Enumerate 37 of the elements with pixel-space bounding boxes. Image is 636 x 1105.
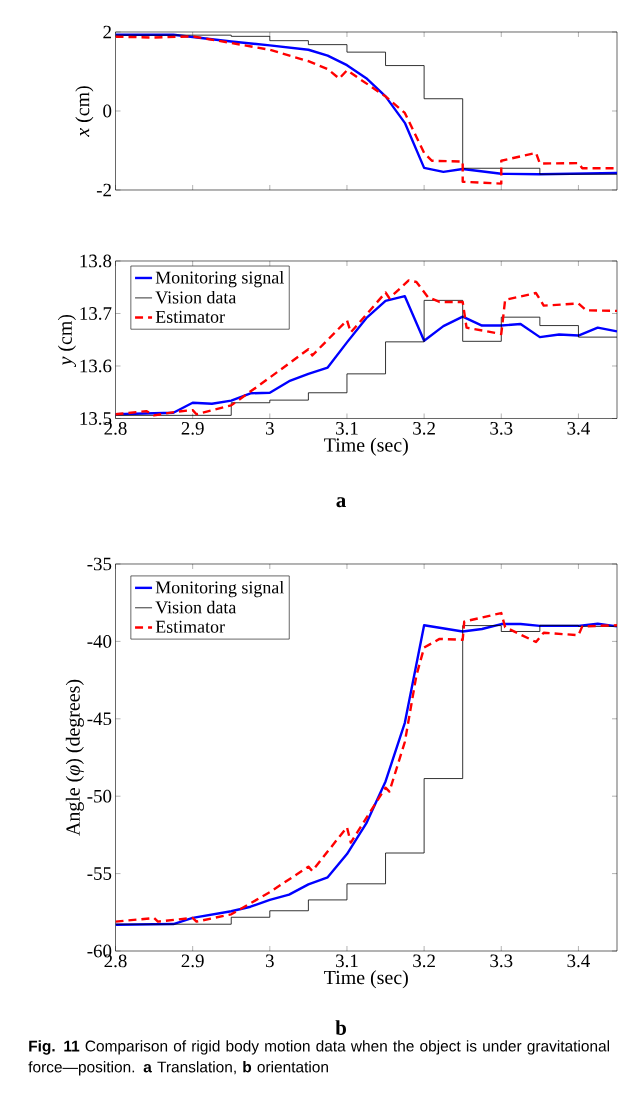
y-axis-title: Angle (φ) (degrees) [65,679,84,836]
legend-label: Vision data [155,290,237,304]
legend-label: Estimator [155,620,225,633]
y-tick-label: -40 [87,635,112,648]
x-tick-label: 3 [265,954,274,968]
text: Fig. 11 Comparison of rigid body motion data when the object is under gravitational force—position. a Translation, b orientation [28,1040,610,1076]
y-tick-label: -2 [96,183,111,197]
x-tick-label: 2.9 [181,422,204,435]
y-tick-label: 2 [103,25,111,39]
x-tick-label: 3.3 [490,422,513,435]
x-tick-label: 2.9 [181,954,204,968]
legend-label: Monitoring signal [155,271,284,288]
text: b [335,1020,346,1035]
y-tick-label: -55 [87,867,112,880]
y-tick-label: 13.7 [80,307,112,320]
y-tick-label: -45 [87,712,112,726]
legend-label: Estimator [155,310,225,323]
x-tick-label: 3.4 [567,954,590,968]
y-tick-label: 0 [103,104,112,118]
x-axis-title: Time (sec) [324,970,408,989]
x-tick-label: 3.2 [413,422,435,435]
x-tick-label: 3.2 [413,954,435,968]
y-tick-label: -50 [87,789,112,803]
y-axis-title: x (cm) [75,86,94,137]
x-tick-label: 3 [265,422,274,435]
x-tick-label: 3.4 [567,422,590,435]
y-axis-title: y (cm) [57,314,77,368]
x-tick-label: 3.3 [490,954,513,968]
x-axis-title: Time (sec) [324,437,408,456]
y-tick-label: 13.8 [80,254,112,268]
x-tick-label: 3.1 [336,422,358,435]
y-tick-label: -35 [87,557,112,571]
x-tick-label: 3.1 [336,954,358,968]
legend-label: Vision data [155,600,237,614]
text: a [336,497,346,508]
legend-label: Monitoring signal [155,580,284,598]
y-tick-label: 13.6 [80,359,112,373]
